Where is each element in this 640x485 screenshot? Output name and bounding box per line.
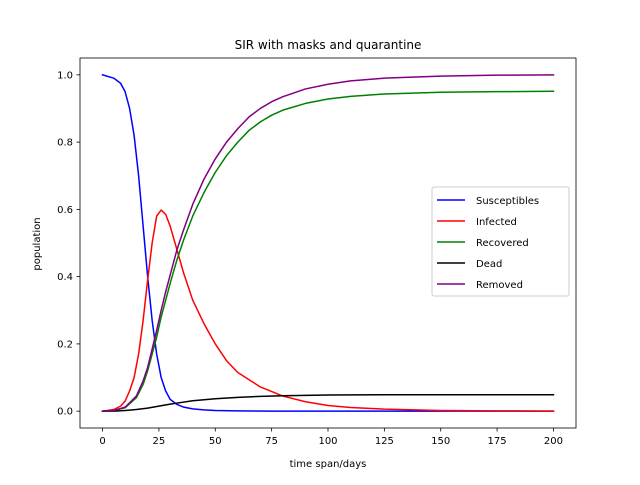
x-tick-label: 100 [318, 436, 337, 447]
legend-label-susceptibles: Susceptibles [476, 196, 539, 207]
y-tick-label: 0.6 [57, 205, 73, 216]
legend-label-recovered: Recovered [476, 238, 529, 249]
series-line-recovered [101, 90, 555, 412]
legend: Susceptibles Infected Recovered Dead Removed [431, 186, 570, 297]
chart-title: SIR with masks and quarantine [235, 38, 422, 52]
legend-label-infected: Infected [476, 217, 517, 228]
y-axis-label: population [32, 217, 43, 270]
y-tick-label: 0.2 [57, 339, 73, 350]
legend-label-removed: Removed [476, 280, 523, 291]
plot-area: 0 25 50 75 100 125 150 175 200 0.0 0.2 0.4 0.6 0.8 1.0 [57, 57, 577, 447]
y-tick-label: 0.8 [57, 138, 73, 149]
series-line-susceptibles [101, 73, 555, 412]
x-axis-label: time span/days [290, 459, 367, 470]
series-line-dead [101, 393, 555, 412]
x-tick-label: 125 [375, 436, 394, 447]
y-tick-label: 0.0 [57, 407, 73, 418]
y-tick-label: 1.0 [57, 70, 73, 81]
x-tick-label: 25 [153, 436, 166, 447]
series-line-removed [101, 74, 555, 412]
legend-box [431, 186, 570, 297]
x-tick-label: 175 [488, 436, 507, 447]
series-line-infected [101, 209, 555, 413]
x-tick-label: 200 [544, 436, 563, 447]
x-tick-label: 50 [209, 436, 222, 447]
legend-label-dead: Dead [476, 259, 502, 270]
y-tick-label: 0.4 [57, 272, 73, 283]
x-tick-label: 75 [265, 436, 278, 447]
x-tick-label: 150 [431, 436, 450, 447]
x-tick-label: 0 [99, 436, 105, 447]
